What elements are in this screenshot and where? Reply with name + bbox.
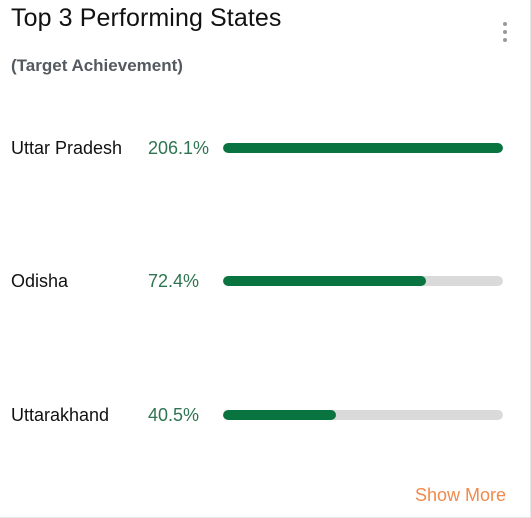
state-row: Odisha 72.4% [0, 269, 531, 293]
progress-fill [223, 143, 503, 153]
progress-track [223, 276, 503, 286]
progress-track [223, 143, 503, 153]
state-percent: 40.5% [148, 405, 200, 425]
progress-fill [223, 276, 426, 286]
state-percent: 206.1% [148, 138, 210, 158]
state-name: Odisha [11, 271, 69, 291]
state-row: Uttarakhand 40.5% [0, 403, 531, 427]
card-title: Top 3 Performing States [11, 4, 282, 32]
state-name: Uttarakhand [11, 405, 110, 425]
progress-fill [223, 410, 337, 420]
state-percent: 72.4% [148, 271, 200, 291]
progress-track [223, 410, 503, 420]
state-name: Uttar Pradesh [11, 138, 123, 158]
state-row: Uttar Pradesh 206.1% [0, 136, 531, 160]
card-subtitle: (Target Achievement) [11, 56, 183, 75]
kebab-menu-icon[interactable] [498, 20, 512, 46]
show-more-link[interactable]: Show More [414, 485, 506, 505]
